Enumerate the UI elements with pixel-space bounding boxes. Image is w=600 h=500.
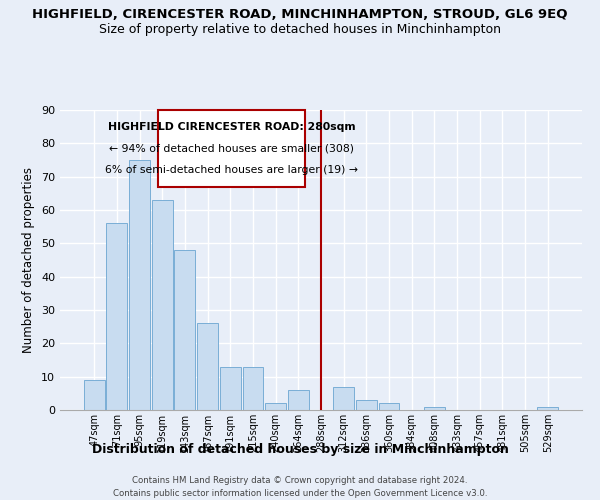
Text: Size of property relative to detached houses in Minchinhampton: Size of property relative to detached ho… (99, 22, 501, 36)
Text: HIGHFIELD CIRENCESTER ROAD: 280sqm: HIGHFIELD CIRENCESTER ROAD: 280sqm (107, 122, 355, 132)
Bar (220, 366, 241, 410)
Bar (379, 404, 400, 410)
Bar (356, 400, 377, 410)
Text: Contains public sector information licensed under the Open Government Licence v3: Contains public sector information licen… (113, 489, 487, 498)
Y-axis label: Number of detached properties: Number of detached properties (22, 167, 35, 353)
Bar (152, 200, 173, 410)
Bar (265, 404, 286, 410)
Bar (158, 110, 305, 186)
Bar (106, 224, 127, 410)
Bar (197, 324, 218, 410)
Text: Distribution of detached houses by size in Minchinhampton: Distribution of detached houses by size … (92, 442, 508, 456)
Bar (424, 406, 445, 410)
Bar (175, 250, 196, 410)
Bar (333, 386, 354, 410)
Bar (538, 406, 558, 410)
Bar (129, 160, 150, 410)
Text: HIGHFIELD, CIRENCESTER ROAD, MINCHINHAMPTON, STROUD, GL6 9EQ: HIGHFIELD, CIRENCESTER ROAD, MINCHINHAMP… (32, 8, 568, 20)
Bar (242, 366, 263, 410)
Text: ← 94% of detached houses are smaller (308): ← 94% of detached houses are smaller (30… (109, 144, 354, 154)
Bar (84, 380, 104, 410)
Bar (288, 390, 309, 410)
Text: Contains HM Land Registry data © Crown copyright and database right 2024.: Contains HM Land Registry data © Crown c… (132, 476, 468, 485)
Text: 6% of semi-detached houses are larger (19) →: 6% of semi-detached houses are larger (1… (105, 165, 358, 175)
